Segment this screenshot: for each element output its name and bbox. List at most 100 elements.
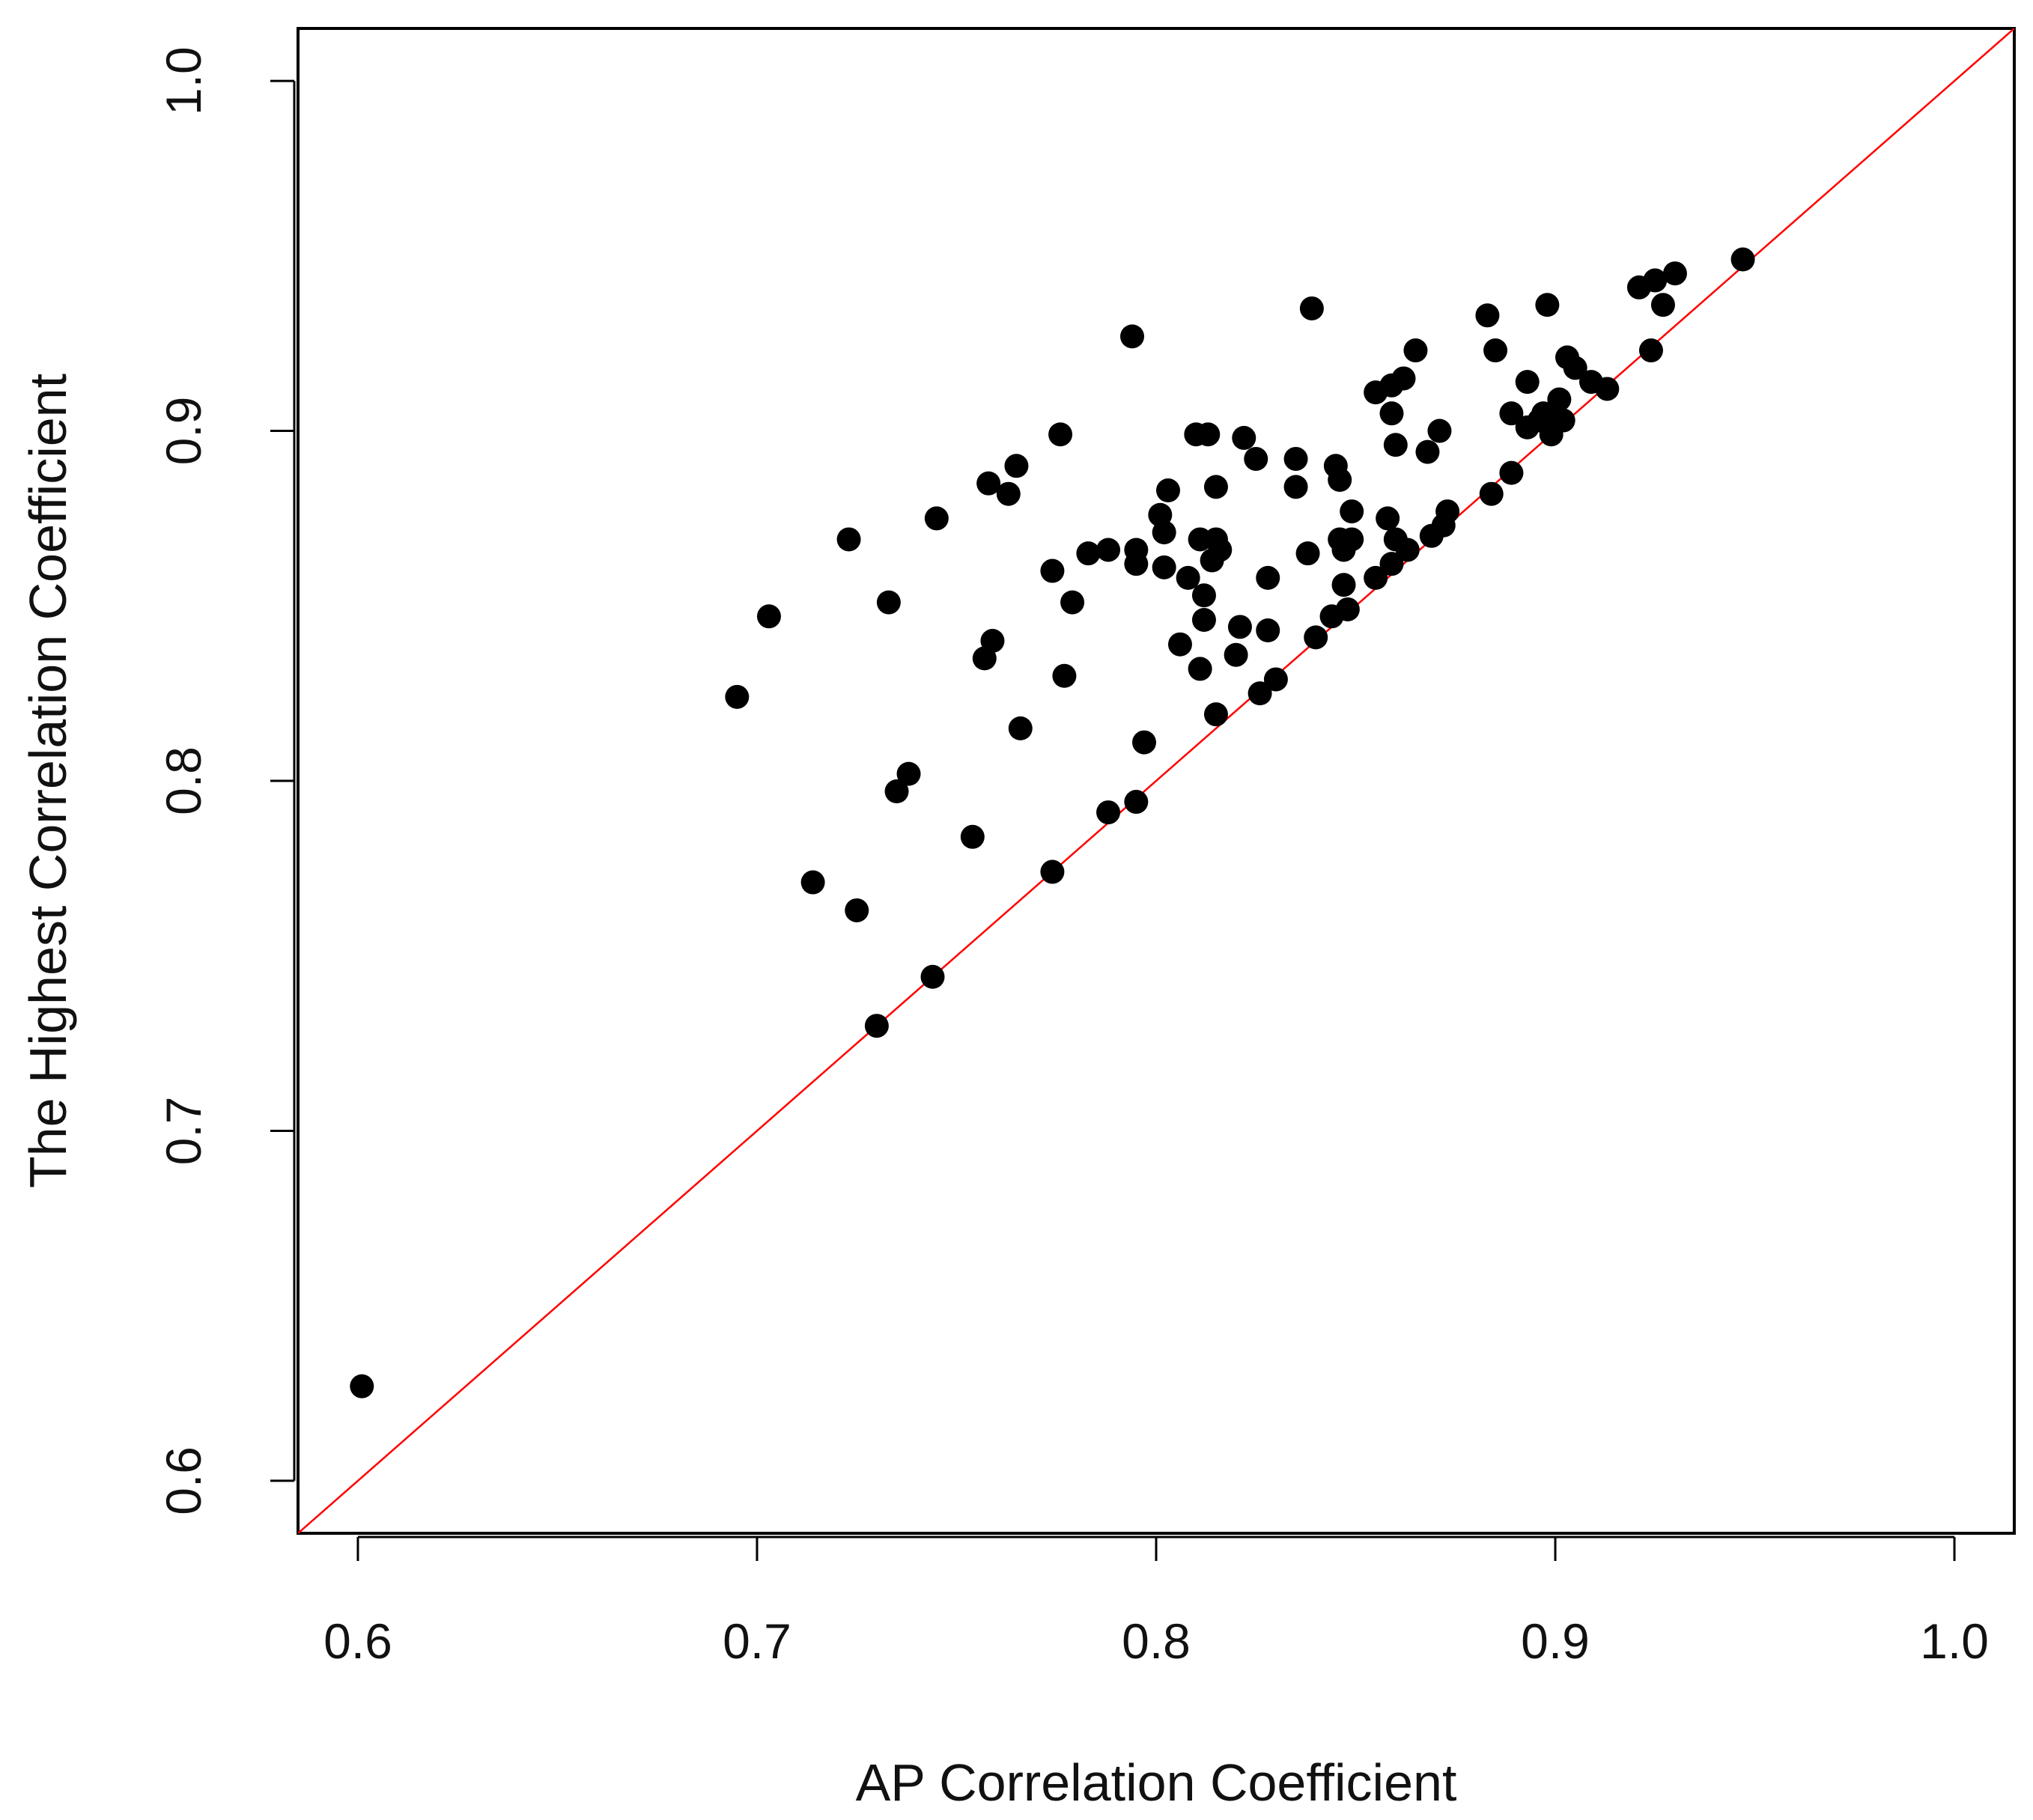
data-point [1730, 247, 1755, 272]
data-point [1376, 506, 1400, 531]
data-point [1547, 387, 1572, 412]
x-tick-label: 0.7 [723, 1613, 791, 1669]
data-point [1256, 565, 1280, 590]
data-point [1152, 555, 1176, 579]
data-point [884, 779, 909, 804]
data-point [1427, 419, 1452, 443]
data-point [1403, 338, 1428, 363]
data-point [1248, 681, 1272, 706]
data-point [1304, 625, 1328, 650]
data-point [1188, 657, 1212, 681]
data-point [836, 527, 861, 552]
data-point [1191, 583, 1216, 608]
data-point [756, 604, 781, 629]
data-point [960, 824, 985, 849]
data-point [1132, 730, 1157, 755]
x-tick-label: 0.6 [323, 1613, 392, 1669]
data-point [1475, 303, 1500, 328]
data-point [1395, 538, 1420, 562]
x-tick-label: 1.0 [1920, 1613, 1989, 1669]
data-point [1208, 538, 1233, 562]
plot-area-frame [297, 27, 2016, 1535]
data-point [1152, 520, 1176, 545]
data-point [1643, 268, 1668, 293]
data-point [1283, 475, 1308, 499]
data-point [1176, 565, 1200, 590]
data-point [350, 1374, 374, 1399]
data-point [1124, 552, 1149, 576]
data-point [1196, 422, 1221, 447]
x-axis-title: AP Correlation Coefficient [856, 1753, 1457, 1812]
data-point [1040, 559, 1065, 583]
data-point [1662, 261, 1687, 286]
data-point [920, 964, 945, 989]
data-point [800, 870, 825, 895]
data-point [1203, 475, 1228, 499]
data-point [1263, 667, 1288, 692]
data-point [1120, 324, 1145, 349]
data-point [1340, 527, 1364, 552]
data-point [1167, 632, 1192, 657]
data-point [1256, 618, 1280, 642]
data-point [1515, 370, 1540, 395]
data-point [1383, 433, 1408, 457]
data-point [1650, 293, 1675, 317]
data-point [1328, 468, 1352, 492]
data-points [350, 247, 1755, 1399]
y-tick-label: 1.0 [156, 46, 211, 115]
data-point [896, 761, 921, 786]
y-axis-title: The Highest Correlation Coefficient [19, 374, 77, 1188]
data-point [1155, 478, 1180, 503]
data-point [976, 471, 1001, 496]
data-point [1499, 401, 1524, 426]
data-point [1227, 615, 1252, 639]
data-point [1008, 716, 1033, 740]
y-tick-label: 0.7 [156, 1097, 211, 1166]
data-point [1499, 460, 1524, 485]
data-point [996, 481, 1021, 506]
data-point [725, 684, 750, 709]
data-point [1040, 859, 1065, 884]
data-point [1232, 425, 1256, 450]
y-tick-label: 0.9 [156, 397, 211, 466]
data-point [1551, 408, 1575, 433]
data-point [924, 506, 949, 531]
data-point [1638, 338, 1663, 363]
data-point [1563, 356, 1587, 380]
data-point [1191, 607, 1216, 632]
data-point [1435, 499, 1460, 524]
x-axis: 0.6 0.7 0.8 0.9 1.0 [323, 1536, 1989, 1669]
data-point [1335, 597, 1360, 621]
data-point [1415, 439, 1440, 464]
data-point [876, 590, 901, 615]
data-point [1052, 663, 1077, 688]
data-point [1244, 446, 1268, 471]
y-axis: 0.6 0.7 0.8 0.9 1.0 [156, 46, 296, 1515]
x-tick-label: 0.8 [1122, 1613, 1191, 1669]
data-point [1203, 702, 1228, 727]
y-tick-label: 0.6 [156, 1446, 211, 1515]
x-tick-label: 0.9 [1521, 1613, 1590, 1669]
data-point [1379, 552, 1404, 576]
data-point [1595, 377, 1620, 401]
data-point [1340, 499, 1364, 524]
data-point [1295, 541, 1320, 566]
data-point [1004, 454, 1029, 478]
data-point [1479, 481, 1504, 506]
data-point [1124, 790, 1149, 815]
data-point [1060, 590, 1085, 615]
data-point [1331, 573, 1356, 597]
data-point [1299, 296, 1324, 320]
data-point [1283, 446, 1308, 471]
data-point [1364, 565, 1388, 590]
data-point [1096, 800, 1121, 825]
data-point [980, 629, 1005, 654]
data-point [1483, 338, 1508, 363]
data-point [1535, 293, 1560, 317]
data-point [1048, 422, 1073, 447]
data-point [1096, 538, 1121, 562]
data-point [1379, 401, 1404, 426]
data-point [1391, 366, 1416, 391]
data-point [864, 1014, 889, 1038]
